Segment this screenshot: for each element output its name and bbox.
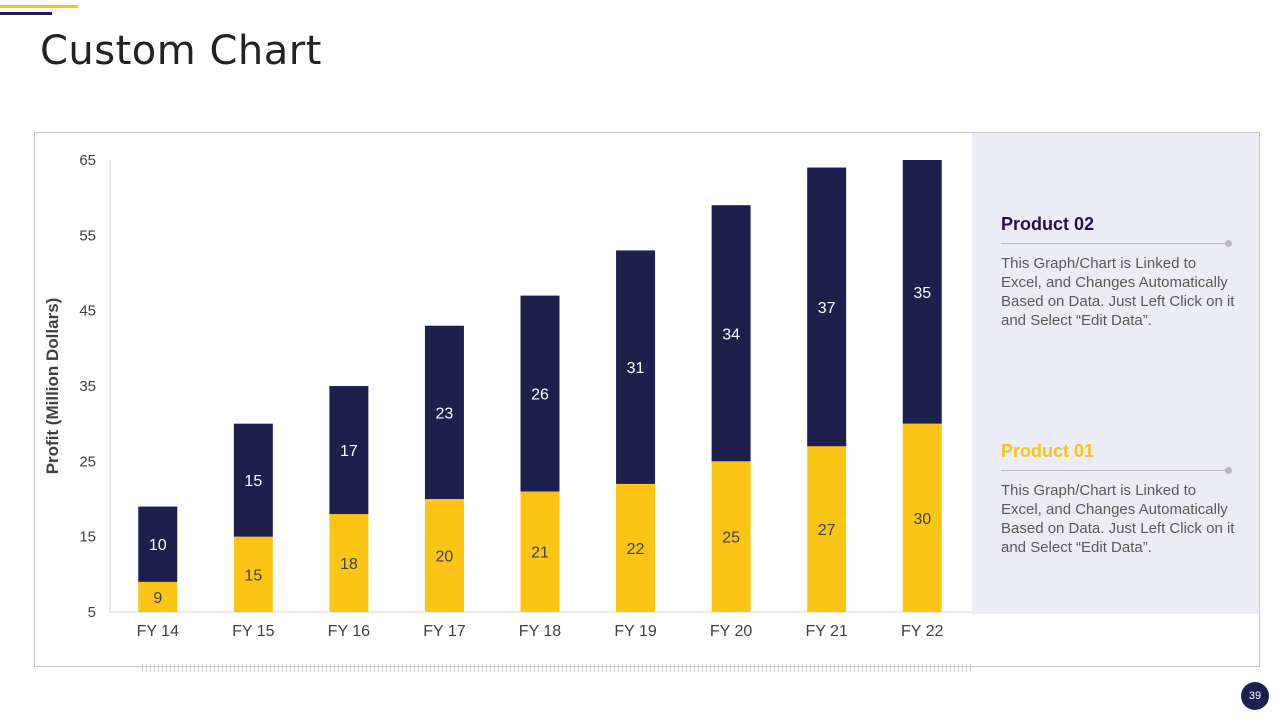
y-tick-label: 35	[79, 378, 96, 395]
x-tick-label: FY 16	[328, 623, 371, 640]
data-label: 34	[722, 326, 740, 343]
bar-product01	[424, 499, 464, 612]
product01-heading: Product 01	[1001, 441, 1095, 461]
data-label: 9	[153, 590, 162, 607]
bar-product02	[711, 205, 751, 462]
data-label: 18	[340, 556, 358, 573]
data-label: 17	[340, 443, 358, 460]
y-tick-label: 45	[79, 303, 96, 320]
product01-block: Product 01 This Graph/Chart is Linked to…	[1001, 440, 1236, 557]
bar-product01	[807, 446, 847, 612]
page-title: Custom Chart	[40, 28, 322, 74]
data-label: 27	[818, 522, 836, 539]
page-number-badge: 39	[1241, 682, 1269, 710]
data-label: 25	[722, 530, 740, 547]
bar-product02	[520, 295, 560, 492]
accent-bar-dark	[0, 12, 52, 15]
data-label: 23	[436, 405, 454, 422]
data-label: 31	[627, 360, 645, 377]
bar-product02	[233, 423, 273, 537]
y-axis-title: Profit (Million Dollars)	[43, 298, 62, 475]
y-tick-label: 55	[79, 227, 96, 244]
y-tick-label: 65	[79, 152, 96, 169]
x-tick-label: FY 14	[137, 623, 180, 640]
x-tick-label: FY 15	[232, 623, 275, 640]
bar-product01	[616, 483, 656, 612]
bar-product02	[329, 386, 369, 515]
bar-product01	[233, 536, 273, 612]
divider-dot	[1225, 467, 1232, 474]
x-tick-label: FY 21	[805, 623, 848, 640]
product02-block: Product 02 This Graph/Chart is Linked to…	[1001, 213, 1236, 330]
stacked-bar-chart: 5 15 25 35 45 55 65 Profit (Million Dollars) 9 10…	[43, 152, 972, 672]
x-tick-label: FY 22	[901, 623, 944, 640]
bar-product02	[807, 167, 847, 447]
bar-product02	[424, 325, 464, 499]
y-tick-label: 15	[79, 529, 96, 546]
product01-text: This Graph/Chart is Linked to Excel, and…	[1001, 482, 1235, 556]
x-tick-label: FY 17	[423, 623, 466, 640]
product01-divider	[1001, 467, 1232, 474]
x-tick-label: FY 20	[710, 623, 753, 640]
bar-product01	[711, 461, 751, 612]
bar-product01	[902, 423, 942, 612]
data-label: 37	[818, 300, 836, 317]
data-label: 15	[244, 473, 262, 490]
data-label: 30	[913, 511, 931, 528]
data-label: 22	[627, 541, 645, 558]
y-tick-label: 5	[88, 604, 96, 621]
product02-text: This Graph/Chart is Linked to Excel, and…	[1001, 255, 1235, 329]
x-tick-label: FY 18	[519, 623, 562, 640]
data-label: 20	[436, 549, 454, 566]
bar-product01	[138, 581, 178, 612]
accent-bar-yellow	[0, 5, 78, 8]
data-label: 21	[531, 545, 549, 562]
bar-product01	[329, 514, 369, 612]
bar-product02	[616, 250, 656, 484]
y-tick-label: 25	[79, 453, 96, 470]
data-label: 10	[149, 537, 167, 554]
data-label: 26	[531, 387, 549, 404]
x-tick-label: FY 19	[614, 623, 657, 640]
data-label: 15	[244, 567, 262, 584]
product02-divider	[1001, 240, 1232, 247]
bar-product01	[520, 491, 560, 612]
divider-dot	[1225, 240, 1232, 247]
bar-product02	[902, 160, 942, 424]
bar-product02	[138, 506, 178, 582]
side-panel: Product 02 This Graph/Chart is Linked to…	[972, 133, 1259, 614]
data-label: 35	[913, 285, 931, 302]
product02-heading: Product 02	[1001, 214, 1095, 234]
